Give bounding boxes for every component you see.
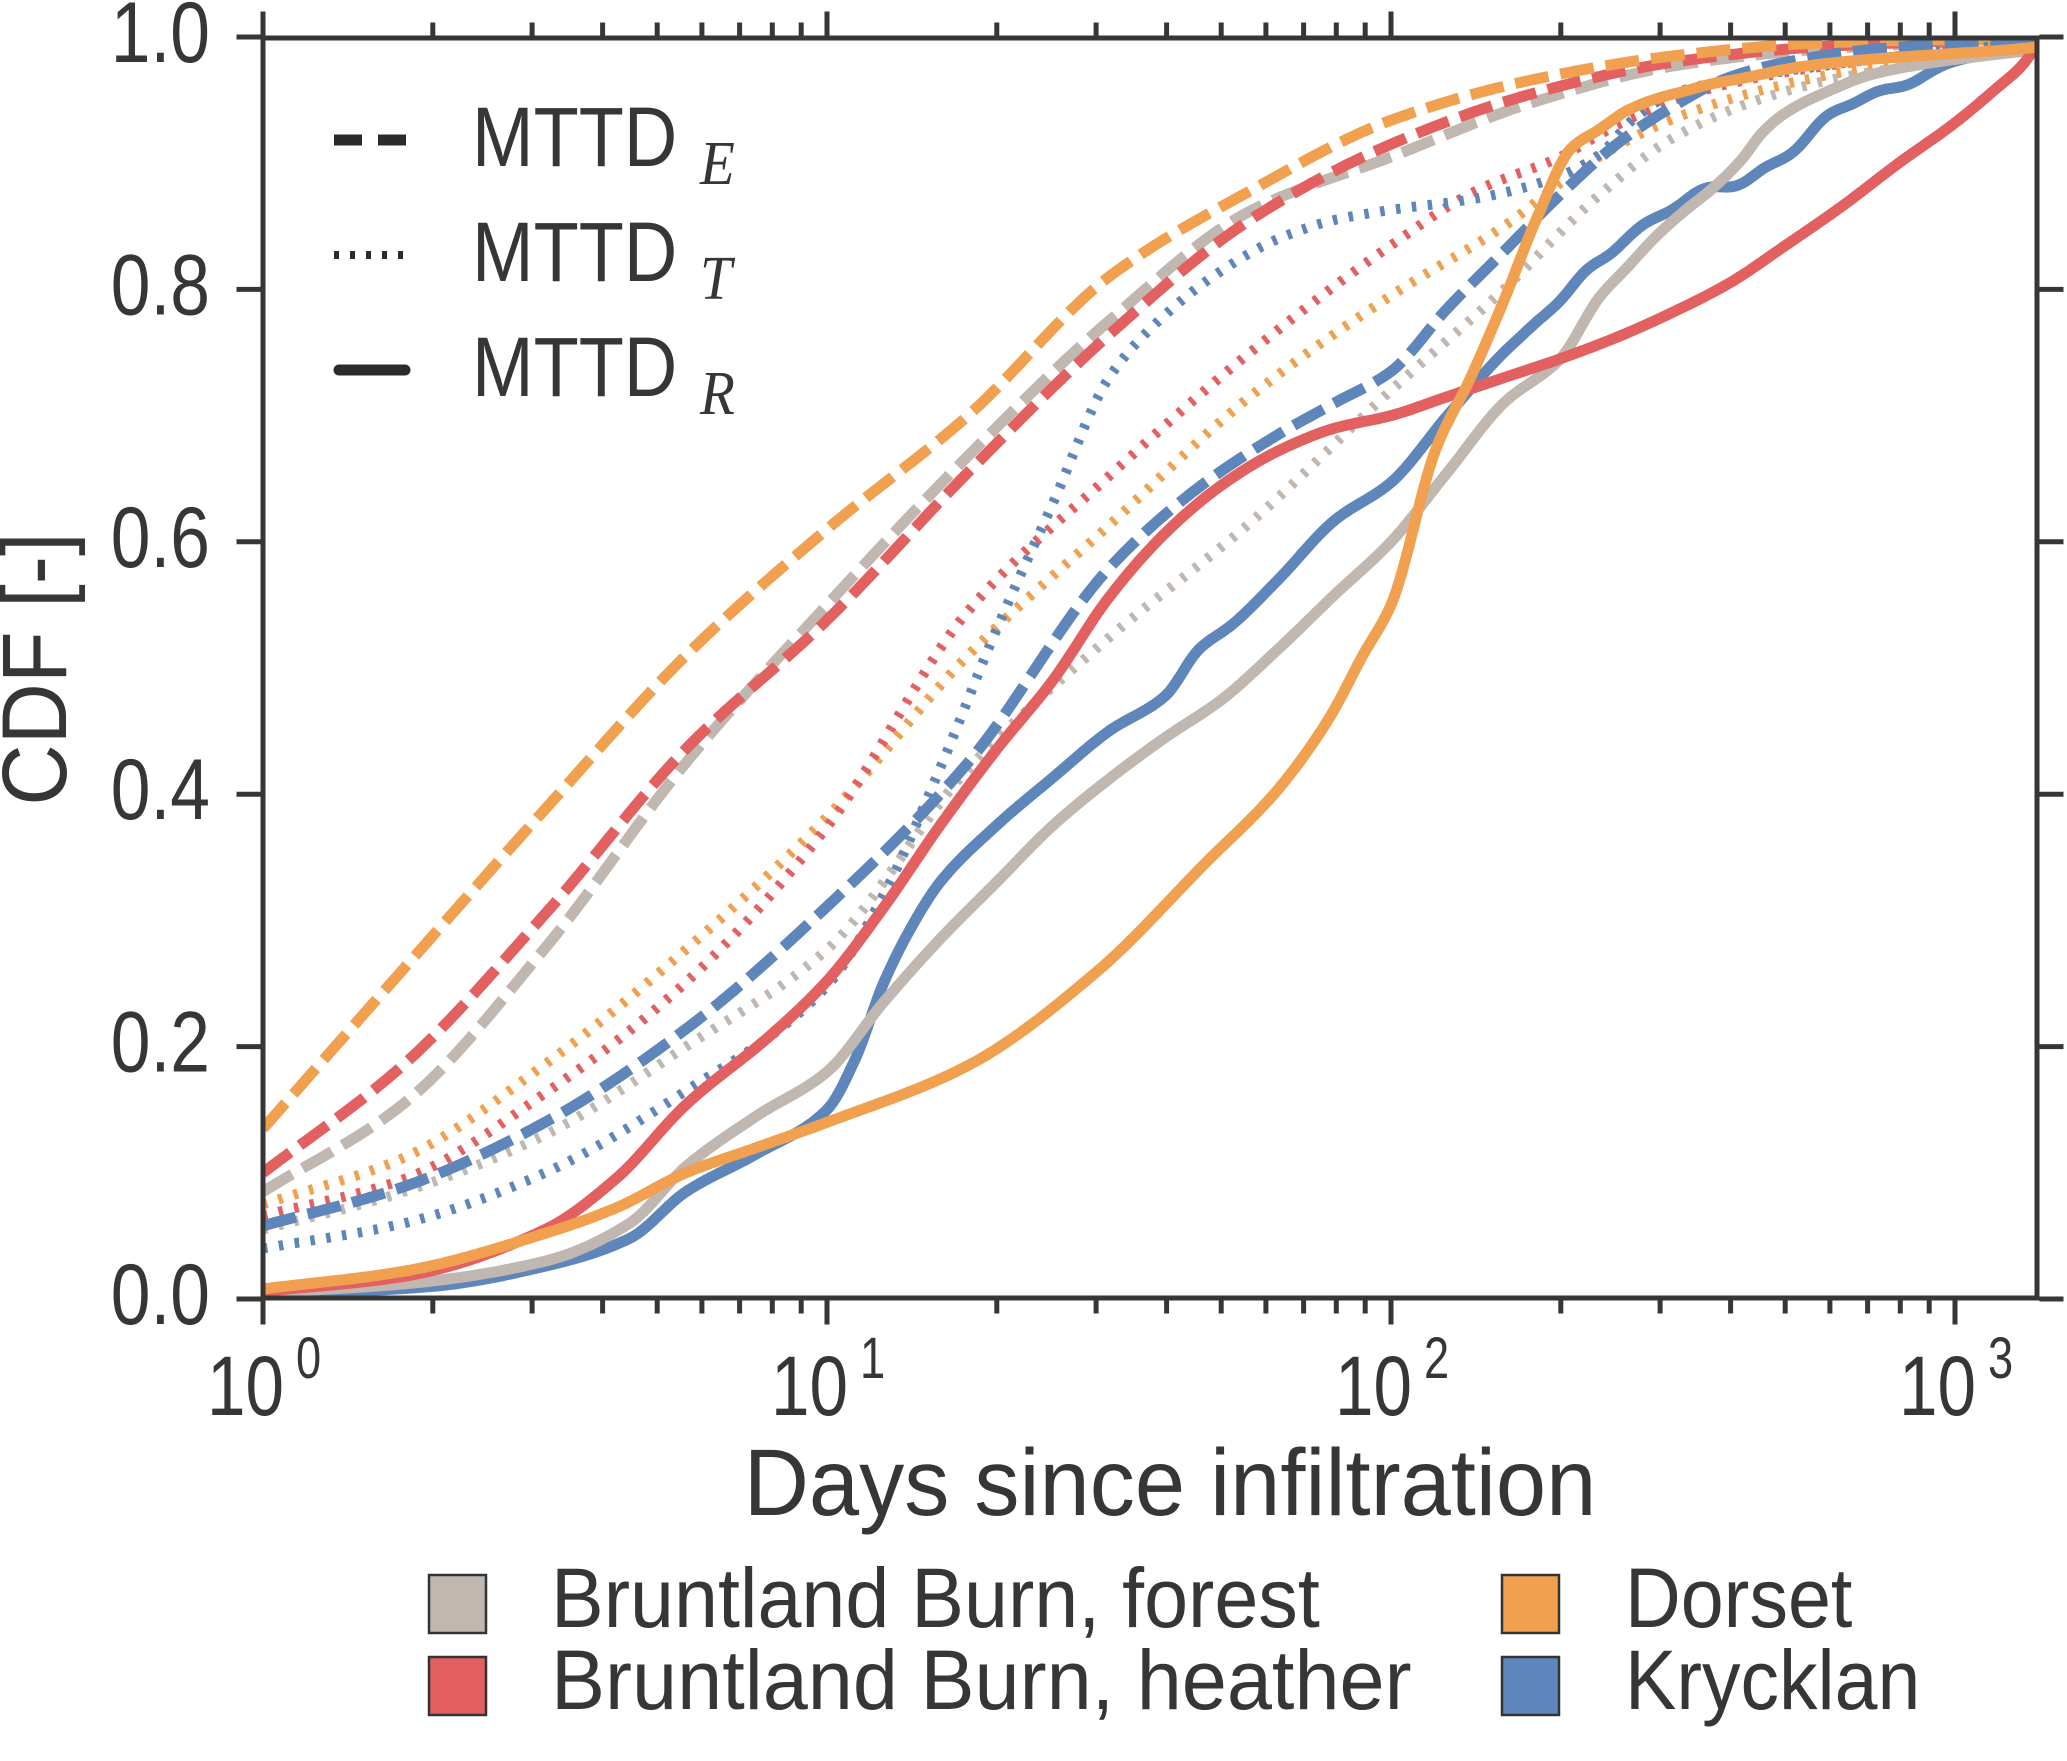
- svg-text:2: 2: [1424, 1327, 1449, 1392]
- svg-text:MTTD: MTTD: [472, 90, 677, 184]
- svg-text:MTTD: MTTD: [472, 205, 677, 299]
- svg-text:10: 10: [1899, 1340, 1976, 1434]
- svg-text:0.4: 0.4: [111, 741, 210, 838]
- svg-text:0.0: 0.0: [111, 1246, 210, 1343]
- svg-text:Dorset: Dorset: [1625, 1552, 1852, 1646]
- svg-text:E: E: [699, 129, 735, 198]
- svg-text:Days since infiltration: Days since infiltration: [744, 1429, 1597, 1536]
- svg-text:CDF [-]: CDF [-]: [0, 532, 86, 805]
- svg-text:0.2: 0.2: [111, 993, 210, 1090]
- svg-text:T: T: [700, 244, 735, 313]
- svg-text:R: R: [699, 359, 735, 428]
- svg-text:Bruntland Burn, forest: Bruntland Burn, forest: [551, 1552, 1320, 1646]
- svg-text:10: 10: [1335, 1340, 1412, 1434]
- svg-text:3: 3: [1988, 1327, 2013, 1392]
- svg-text:0: 0: [296, 1327, 321, 1392]
- svg-text:10: 10: [207, 1340, 284, 1434]
- svg-text:0.6: 0.6: [111, 488, 210, 585]
- svg-text:0.8: 0.8: [111, 236, 210, 333]
- svg-text:MTTD: MTTD: [472, 320, 677, 414]
- svg-text:1.0: 1.0: [111, 0, 210, 80]
- svg-text:10: 10: [771, 1340, 848, 1434]
- svg-text:1: 1: [860, 1327, 885, 1392]
- svg-text:Krycklan: Krycklan: [1625, 1634, 1920, 1728]
- svg-text:Bruntland Burn, heather: Bruntland Burn, heather: [551, 1634, 1412, 1728]
